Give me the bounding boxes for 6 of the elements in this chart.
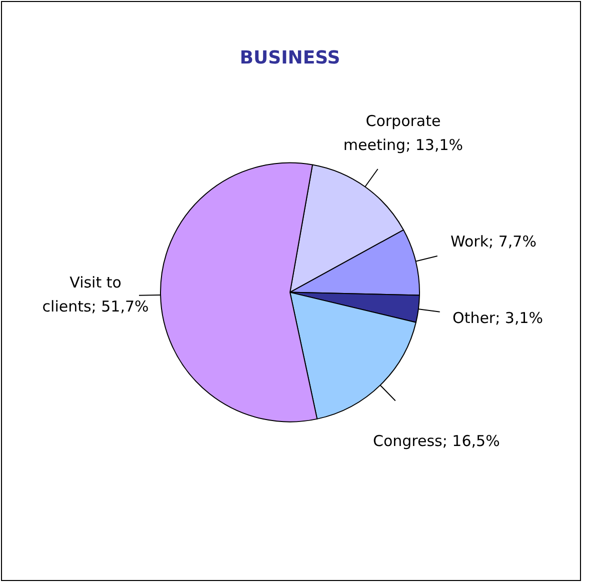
slice-label: Congress; 16,5% — [372, 432, 500, 450]
slice-label: Work; 7,7% — [450, 232, 536, 250]
slice-label: Other; 3,1% — [452, 309, 544, 328]
slice-label: Visit to clients; 51,7% — [42, 274, 149, 316]
slice-label: Corporate meeting; 13,1% — [343, 112, 464, 154]
chart-title: BUSINESS — [240, 47, 340, 68]
